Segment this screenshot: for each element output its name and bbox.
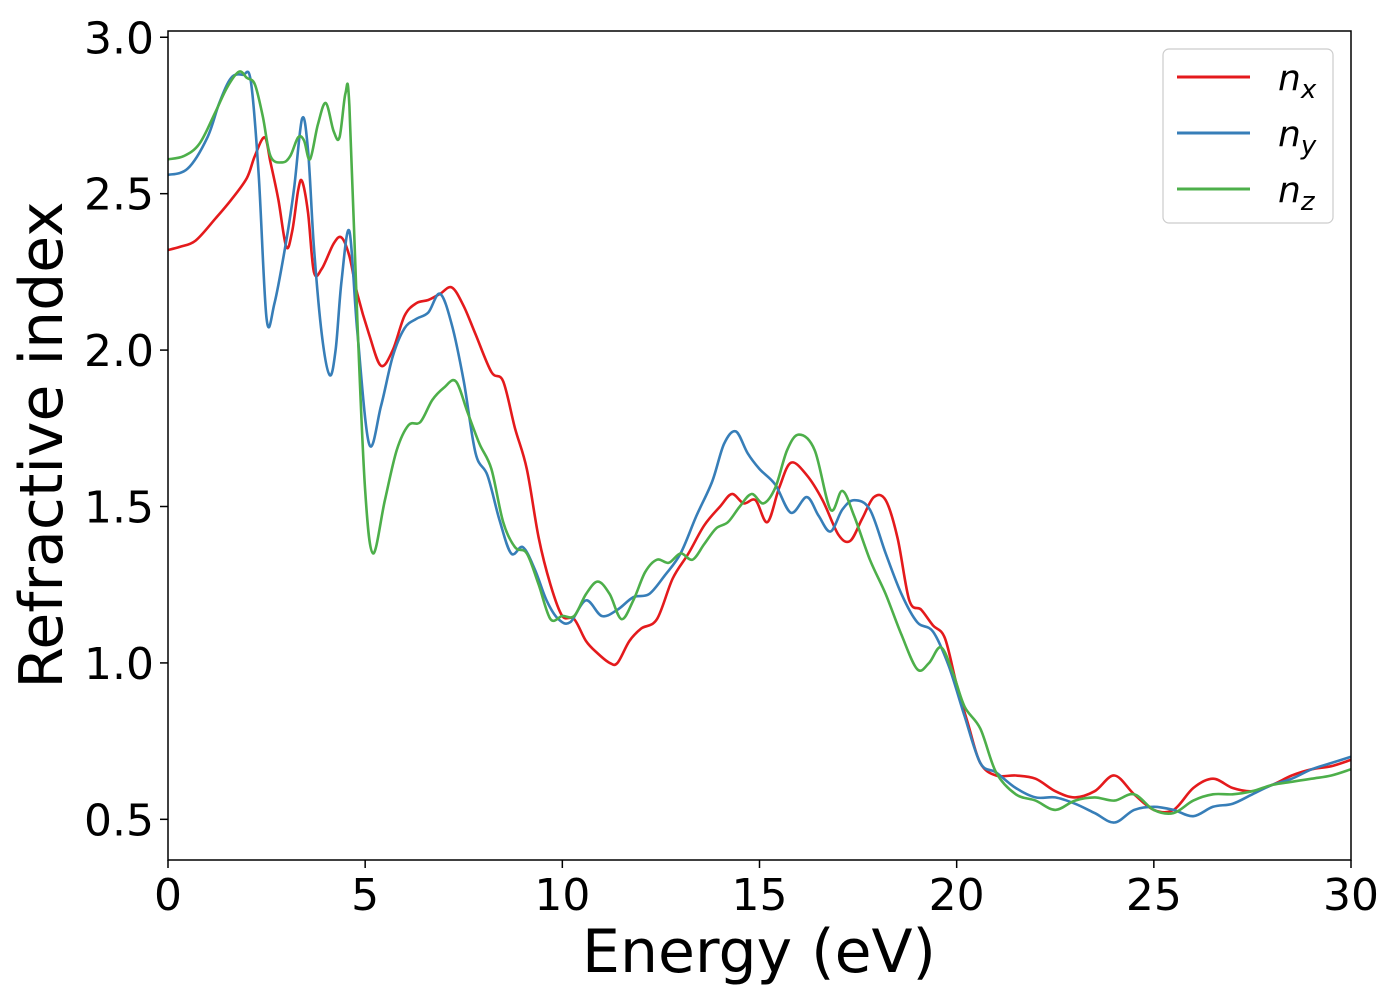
x-tick-label: 30 [1323,870,1379,921]
legend-label-ny: ny [1278,114,1317,161]
x-axis: 0 5 10 15 20 25 30 [154,860,1379,921]
x-tick-label: 5 [351,870,379,921]
y-tick-label: 1.5 [84,483,154,534]
legend-label-nz: nz [1278,170,1316,217]
y-tick-label: 2.5 [84,170,154,221]
legend: nx ny nz [1162,48,1334,224]
series-line-nz [167,70,1352,815]
legend-box [1162,48,1334,224]
x-tick-label: 20 [929,870,985,921]
x-tick-label: 15 [732,870,788,921]
y-tick-label: 2.0 [84,326,154,377]
x-tick-label: 25 [1126,870,1182,921]
series-line-ny [167,70,1352,824]
y-tick-label: 1.0 [84,639,154,690]
series-line-nx [167,136,1352,814]
x-tick-label: 10 [534,870,590,921]
x-tick-label: 0 [154,870,182,921]
legend-label-nx: nx [1278,58,1317,105]
y-axis: 0.5 1.0 1.5 2.0 2.5 3.0 [84,13,168,846]
y-axis-title: Refractive index [7,201,77,688]
y-tick-label: 3.0 [84,13,154,64]
y-tick-label: 0.5 [84,795,154,846]
x-axis-title: Energy (eV) [582,917,936,987]
plot-lines [167,70,1352,824]
